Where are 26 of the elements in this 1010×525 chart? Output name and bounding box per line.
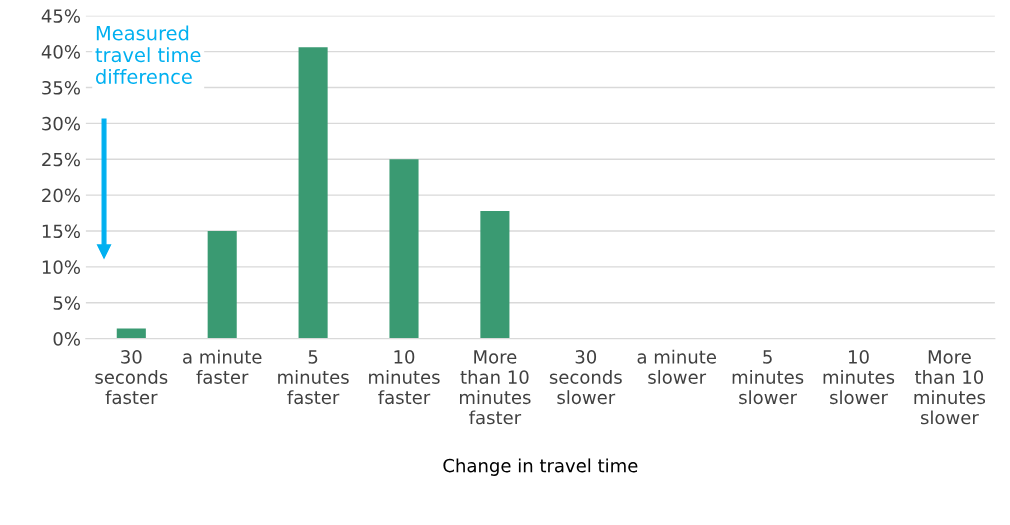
x-tick-label: a minute faster xyxy=(183,349,262,384)
x-axis-title: Change in travel time xyxy=(443,458,638,476)
bar xyxy=(389,159,419,339)
y-tick-label: 35% xyxy=(42,80,80,95)
x-tick-label: More than 10 minutes faster xyxy=(460,350,531,425)
x-tick-label: 10 minutes faster xyxy=(369,350,440,405)
y-tick-label: 45% xyxy=(41,9,80,23)
y-tick-label: 20% xyxy=(42,188,80,203)
x-tick-label: 10 minutes slower xyxy=(823,350,895,405)
y-tick-label: 40% xyxy=(41,45,80,59)
x-tick-label: 30 seconds slower xyxy=(549,350,622,405)
bar xyxy=(207,231,237,339)
x-tick-label: 5 minutes faster xyxy=(278,350,349,405)
x-tick-label: 30 seconds faster xyxy=(95,350,168,405)
annotation: Measured travel time difference xyxy=(95,25,201,85)
x-tick-label: 5 minutes slower xyxy=(732,350,804,405)
y-tick-label: 0% xyxy=(53,332,80,346)
y-tick-label: 5% xyxy=(53,296,80,310)
bar xyxy=(298,47,328,339)
x-tick-label: a minute slower xyxy=(637,349,716,384)
y-tick-label: 15% xyxy=(42,224,80,239)
bar xyxy=(480,210,510,339)
y-tick-label: 10% xyxy=(42,260,80,274)
y-tick-label: 25% xyxy=(42,152,80,167)
y-tick-label: 30% xyxy=(42,116,80,131)
x-tick-label: More than 10 minutes slower xyxy=(914,350,986,425)
